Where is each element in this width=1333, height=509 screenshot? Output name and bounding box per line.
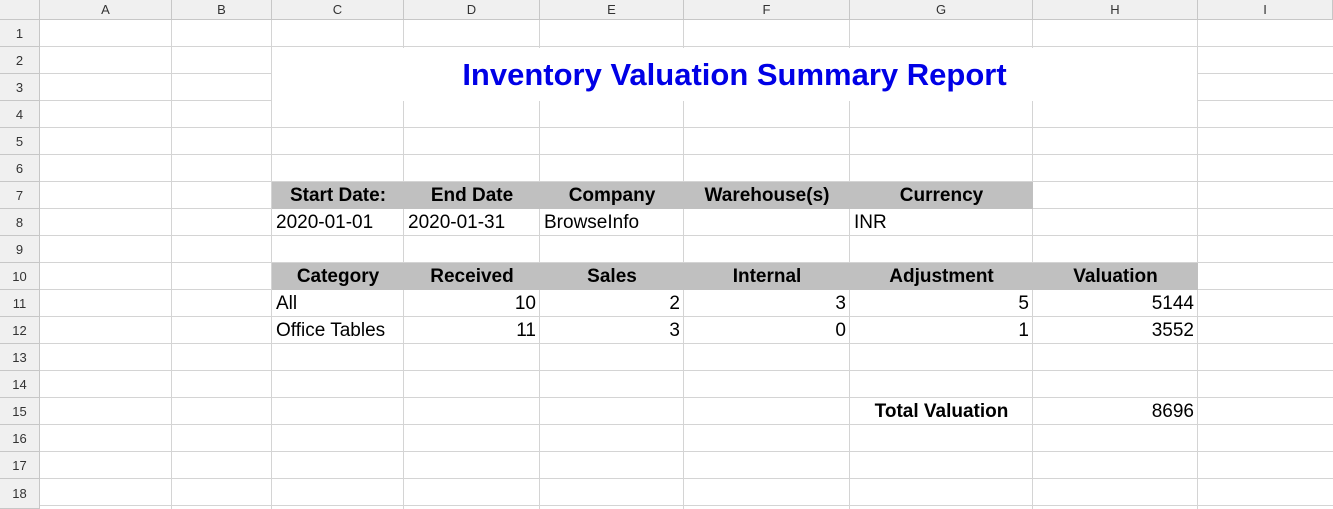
row-header-1[interactable]: 1 <box>0 20 40 47</box>
row-header-2[interactable]: 2 <box>0 47 40 74</box>
column-header-f[interactable]: F <box>684 0 850 20</box>
table-cell[interactable]: 5 <box>1018 292 1029 314</box>
column-header-a[interactable]: A <box>40 0 172 20</box>
gridline <box>40 316 1333 317</box>
table-cell[interactable]: Office Tables <box>276 319 386 341</box>
gridline <box>40 235 1333 236</box>
start-date-header[interactable]: Start Date: <box>272 182 404 209</box>
row-header-5[interactable]: 5 <box>0 128 40 155</box>
currency-value[interactable]: INR <box>854 211 887 233</box>
valuation-header[interactable]: Valuation <box>1033 263 1198 290</box>
row-header-16[interactable]: 16 <box>0 425 40 452</box>
company-header[interactable]: Company <box>540 182 684 209</box>
sales-header[interactable]: Sales <box>540 263 684 290</box>
column-header-b[interactable]: B <box>172 0 272 20</box>
gridline <box>171 20 172 509</box>
category-header[interactable]: Category <box>272 263 404 290</box>
received-header[interactable]: Received <box>404 263 540 290</box>
table-cell[interactable]: 10 <box>514 292 536 314</box>
table-cell[interactable]: All <box>276 292 298 314</box>
warehouse-value[interactable] <box>684 209 850 236</box>
gridline <box>40 262 1333 263</box>
column-header-e[interactable]: E <box>540 0 684 20</box>
row-header-11[interactable]: 11 <box>0 290 40 317</box>
row-header-13[interactable]: 13 <box>0 344 40 371</box>
company-value[interactable]: BrowseInfo <box>544 211 640 233</box>
column-header-h[interactable]: H <box>1033 0 1198 20</box>
table-cell[interactable]: 5144 <box>1151 292 1194 314</box>
column-header-c[interactable]: C <box>272 0 404 20</box>
report-title: Inventory Valuation Summary Report <box>462 56 1007 92</box>
row-header-9[interactable]: 9 <box>0 236 40 263</box>
row-header-10[interactable]: 10 <box>0 263 40 290</box>
gridline <box>40 397 1333 398</box>
gridline <box>40 46 1333 47</box>
gridline <box>40 424 1333 425</box>
row-header-4[interactable]: 4 <box>0 101 40 128</box>
row-header-7[interactable]: 7 <box>0 182 40 209</box>
row-header-15[interactable]: 15 <box>0 398 40 425</box>
select-all-corner[interactable] <box>0 0 40 20</box>
adjustment-header[interactable]: Adjustment <box>850 263 1033 290</box>
column-header-i[interactable]: I <box>1198 0 1333 20</box>
row-header-14[interactable]: 14 <box>0 371 40 398</box>
gridline <box>40 505 1333 506</box>
gridline <box>40 154 1333 155</box>
table-cell[interactable]: 3 <box>669 319 680 341</box>
table-cell[interactable]: 11 <box>516 319 536 341</box>
end-date-value[interactable]: 2020-01-31 <box>408 211 506 233</box>
currency-header[interactable]: Currency <box>850 182 1033 209</box>
end-date-header[interactable]: End Date <box>404 182 540 209</box>
internal-header[interactable]: Internal <box>684 263 850 290</box>
table-cell[interactable]: 3552 <box>1151 319 1194 341</box>
table-cell[interactable]: 0 <box>835 319 846 341</box>
gridline <box>40 343 1333 344</box>
row-header-12[interactable]: 12 <box>0 317 40 344</box>
row-header-6[interactable]: 6 <box>0 155 40 182</box>
table-cell[interactable]: 1 <box>1018 319 1029 341</box>
gridline <box>271 20 272 509</box>
table-cell[interactable]: 3 <box>835 292 846 314</box>
row-header-3[interactable]: 3 <box>0 74 40 101</box>
report-title-cell[interactable]: Inventory Valuation Summary Report <box>272 48 1197 101</box>
gridline <box>40 451 1333 452</box>
total-valuation-value[interactable]: 8696 <box>1151 400 1194 422</box>
gridline <box>40 127 1333 128</box>
column-header-g[interactable]: G <box>850 0 1033 20</box>
table-cell[interactable]: 2 <box>669 292 680 314</box>
total-valuation-label[interactable]: Total Valuation <box>874 400 1009 422</box>
gridline <box>40 370 1333 371</box>
warehouse-header[interactable]: Warehouse(s) <box>684 182 850 209</box>
row-header-18[interactable]: 18 <box>0 479 40 509</box>
start-date-value[interactable]: 2020-01-01 <box>276 211 374 233</box>
row-header-17[interactable]: 17 <box>0 452 40 479</box>
row-header-8[interactable]: 8 <box>0 209 40 236</box>
column-header-d[interactable]: D <box>404 0 540 20</box>
gridline <box>40 181 1333 182</box>
gridline <box>40 478 1333 479</box>
